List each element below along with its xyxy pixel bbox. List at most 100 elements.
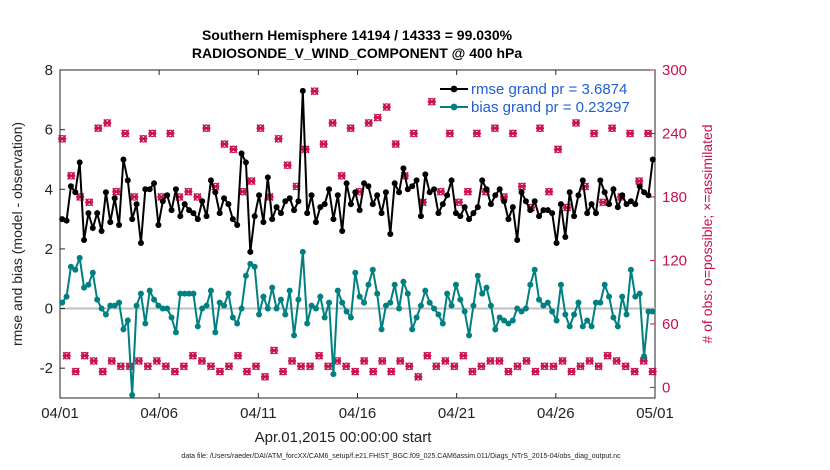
rmse-point <box>67 183 74 190</box>
rmse-point <box>247 248 254 255</box>
rmse-point <box>321 201 328 208</box>
bias-point <box>146 287 153 294</box>
rmse-point <box>137 239 144 246</box>
rmse-point <box>452 210 459 217</box>
rmse-point <box>107 219 114 226</box>
obs-assimilated-point <box>585 356 594 366</box>
obs-assimilated-point <box>454 198 463 207</box>
legend-label-rmse: rmse grand pr = 3.6874 <box>471 81 627 98</box>
bias-point <box>111 302 118 309</box>
bias-point <box>422 287 429 294</box>
obs-assimilated-point <box>337 171 346 180</box>
obs-assimilated-point <box>260 372 270 381</box>
obs-assimilated-point <box>220 139 229 149</box>
bias-point <box>610 314 617 321</box>
rmse-point <box>396 189 403 196</box>
rmse-point <box>649 156 656 163</box>
bias-point <box>404 290 411 297</box>
bias-point <box>133 302 140 309</box>
rmse-point <box>448 177 455 184</box>
bias-point <box>452 281 459 288</box>
rmse-point <box>540 207 547 214</box>
y-tick-label-right: 240 <box>662 125 687 142</box>
obs-assimilated-point <box>477 362 486 371</box>
bias-point <box>256 311 263 318</box>
rmse-point <box>413 177 420 184</box>
rmse-point <box>492 192 499 199</box>
bias-point <box>339 299 346 306</box>
rmse-point <box>391 180 398 187</box>
rmse-point <box>627 198 634 205</box>
obs-assimilated-point <box>319 139 328 149</box>
bias-point <box>592 299 599 306</box>
x-tick-label: 04/21 <box>438 405 476 422</box>
bias-point <box>601 281 608 288</box>
obs-assimilated-point <box>247 177 256 186</box>
rmse-point <box>116 222 123 229</box>
x-tick-label: 05/01 <box>636 405 674 422</box>
obs-assimilated-point <box>206 362 215 371</box>
bias-point <box>207 287 214 294</box>
y-tick-label: 6 <box>45 122 53 139</box>
bias-point <box>496 314 503 321</box>
rmse-point <box>151 180 158 187</box>
bias-point <box>409 326 416 333</box>
rmse-point <box>212 189 219 196</box>
obs-assimilated-point <box>62 351 71 360</box>
bias-point <box>579 323 586 330</box>
obs-assimilated-point <box>170 367 179 376</box>
obs-assimilated-point <box>152 356 161 366</box>
bias-point <box>584 317 591 324</box>
bias-series <box>59 248 656 399</box>
y-tick-label: 4 <box>45 181 53 198</box>
rmse-point <box>146 186 153 193</box>
obs-assimilated-point <box>508 129 518 138</box>
obs-assimilated-point <box>590 129 599 138</box>
rmse-point <box>186 207 193 214</box>
bias-point <box>172 329 179 336</box>
obs-assimilated-point <box>197 356 206 366</box>
obs-assimilated-point <box>427 97 436 106</box>
rmse-point <box>76 159 83 166</box>
rmse-point <box>251 213 258 220</box>
rmse-point <box>168 207 175 214</box>
rmse-point <box>601 189 608 196</box>
bias-point <box>124 317 131 324</box>
rmse-point <box>177 213 184 220</box>
rmse-point <box>269 216 276 223</box>
bias-point <box>391 281 398 288</box>
obs-assimilated-point <box>269 346 279 355</box>
obs-assimilated-point <box>513 362 522 371</box>
bias-point <box>273 305 280 312</box>
rmse-point <box>308 192 315 199</box>
bias-point <box>94 296 101 303</box>
bias-point <box>129 392 136 399</box>
bias-point <box>277 296 284 303</box>
obs-assimilated-point <box>351 367 360 376</box>
bias-point <box>632 293 639 300</box>
bias-point <box>168 314 175 321</box>
rmse-point <box>378 210 385 217</box>
bias-point <box>553 317 560 324</box>
rmse-point <box>256 192 263 199</box>
rmse-point <box>159 198 166 205</box>
bias-point <box>251 263 258 270</box>
obs-assimilated-point <box>369 367 378 376</box>
bias-point <box>137 290 144 297</box>
bias-point <box>159 305 166 312</box>
x-tick-label: 04/01 <box>41 405 79 422</box>
bias-point <box>85 281 92 288</box>
rmse-point <box>102 189 109 196</box>
bias-point <box>116 299 123 306</box>
bias-point <box>98 305 105 312</box>
obs-assimilated-point <box>517 182 527 191</box>
bias-point <box>242 272 249 279</box>
obs-assimilated-point <box>495 356 504 366</box>
rmse-point <box>339 228 346 235</box>
bias-point <box>483 284 490 291</box>
y-tick-label: 8 <box>45 62 53 79</box>
obs-assimilated-point <box>423 351 432 360</box>
bias-point <box>649 308 656 315</box>
x-axis-label: Apr.01,2015 00:00:00 start <box>255 429 433 446</box>
obs-assimilated-point <box>58 134 67 143</box>
